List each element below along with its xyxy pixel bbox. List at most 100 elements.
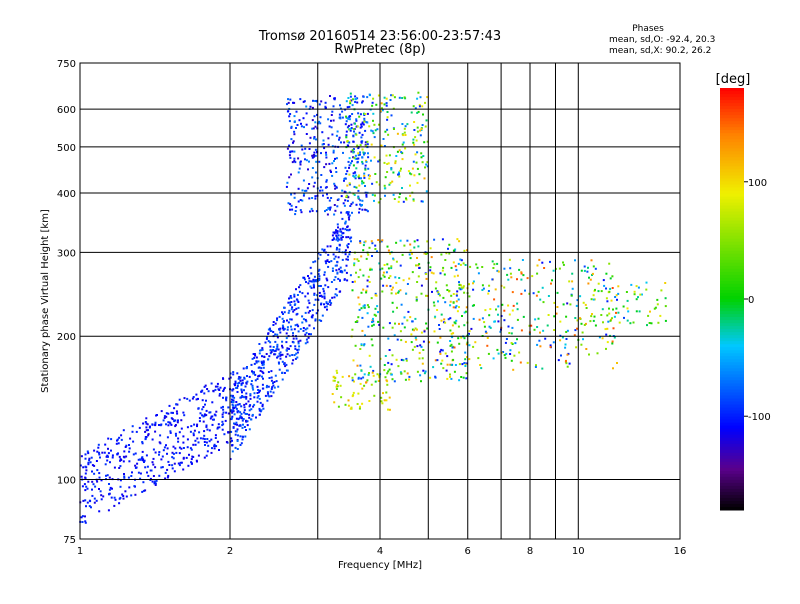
data-point xyxy=(369,267,372,270)
data-point xyxy=(392,286,394,289)
data-point xyxy=(311,176,314,179)
data-point xyxy=(533,328,536,331)
data-point xyxy=(348,128,351,131)
data-point xyxy=(413,240,416,243)
data-point xyxy=(308,197,311,200)
data-point xyxy=(261,355,263,358)
data-point xyxy=(246,380,249,383)
data-point xyxy=(431,290,433,293)
data-point xyxy=(251,370,253,373)
data-point xyxy=(305,159,308,162)
data-point xyxy=(356,97,359,100)
colorbar-segment xyxy=(720,422,744,427)
data-point xyxy=(287,110,290,113)
data-point xyxy=(402,359,405,362)
data-point xyxy=(254,379,257,382)
data-point xyxy=(267,340,270,343)
data-point xyxy=(390,167,393,170)
data-point xyxy=(172,452,175,455)
data-point xyxy=(192,434,195,437)
data-point xyxy=(154,482,157,485)
data-point xyxy=(233,396,236,399)
colorbar-segment xyxy=(720,172,744,176)
data-point xyxy=(110,438,113,441)
data-point xyxy=(347,141,350,144)
data-point xyxy=(308,280,311,283)
data-point xyxy=(509,353,512,355)
data-point xyxy=(316,150,318,153)
data-point xyxy=(293,300,296,303)
data-point xyxy=(319,253,322,256)
data-point xyxy=(222,388,225,391)
colorbar-segment xyxy=(720,356,744,360)
data-point xyxy=(305,320,308,323)
data-point xyxy=(358,303,361,306)
data-point xyxy=(416,126,419,129)
data-point xyxy=(186,438,189,441)
colorbar-segment xyxy=(720,268,744,273)
y-tick-label: 75 xyxy=(63,535,76,546)
data-point xyxy=(297,348,300,351)
data-point xyxy=(468,295,471,298)
data-point xyxy=(418,105,421,108)
data-point xyxy=(408,277,411,280)
data-point xyxy=(300,211,303,214)
data-point xyxy=(81,521,84,523)
data-point xyxy=(173,462,176,465)
data-point xyxy=(286,319,288,322)
data-point xyxy=(147,433,150,436)
data-point xyxy=(306,292,309,295)
data-point xyxy=(315,279,318,281)
data-point xyxy=(447,318,450,321)
data-point xyxy=(372,374,375,377)
data-point xyxy=(202,437,205,440)
data-point xyxy=(449,375,451,378)
data-point xyxy=(429,247,432,250)
data-point xyxy=(492,357,495,360)
data-point xyxy=(268,377,271,379)
data-point xyxy=(594,267,597,270)
data-point xyxy=(534,318,537,321)
data-point xyxy=(293,159,296,162)
data-point xyxy=(370,338,373,341)
data-point xyxy=(409,249,412,252)
data-point xyxy=(326,259,329,262)
colorbar-segment xyxy=(720,199,744,204)
data-point xyxy=(236,403,239,406)
data-point xyxy=(319,122,322,125)
data-point xyxy=(351,328,354,331)
data-point xyxy=(360,291,363,294)
data-point xyxy=(124,446,127,448)
data-point xyxy=(385,399,388,402)
data-point xyxy=(421,161,424,164)
data-point xyxy=(422,340,425,343)
data-point xyxy=(571,280,574,283)
data-point xyxy=(407,310,410,313)
data-point xyxy=(371,255,373,257)
data-point xyxy=(309,285,312,288)
data-point xyxy=(341,236,344,238)
data-point xyxy=(416,345,419,348)
data-point xyxy=(347,216,350,219)
data-point xyxy=(348,253,351,256)
data-point xyxy=(245,392,248,395)
data-point xyxy=(633,293,636,296)
data-point xyxy=(341,258,344,261)
data-point xyxy=(351,160,353,163)
data-point xyxy=(310,280,313,283)
data-point xyxy=(346,199,349,202)
data-point xyxy=(336,294,338,297)
data-point xyxy=(85,469,88,472)
data-point xyxy=(122,460,125,463)
data-point xyxy=(389,252,392,255)
data-point xyxy=(622,305,625,308)
data-point xyxy=(615,294,618,297)
data-point xyxy=(476,266,479,269)
data-point xyxy=(390,265,393,268)
colorbar-segment xyxy=(720,154,744,158)
data-point xyxy=(486,337,489,339)
data-point xyxy=(295,352,298,355)
data-point xyxy=(339,230,342,233)
data-point xyxy=(335,238,338,241)
data-point xyxy=(288,309,291,312)
